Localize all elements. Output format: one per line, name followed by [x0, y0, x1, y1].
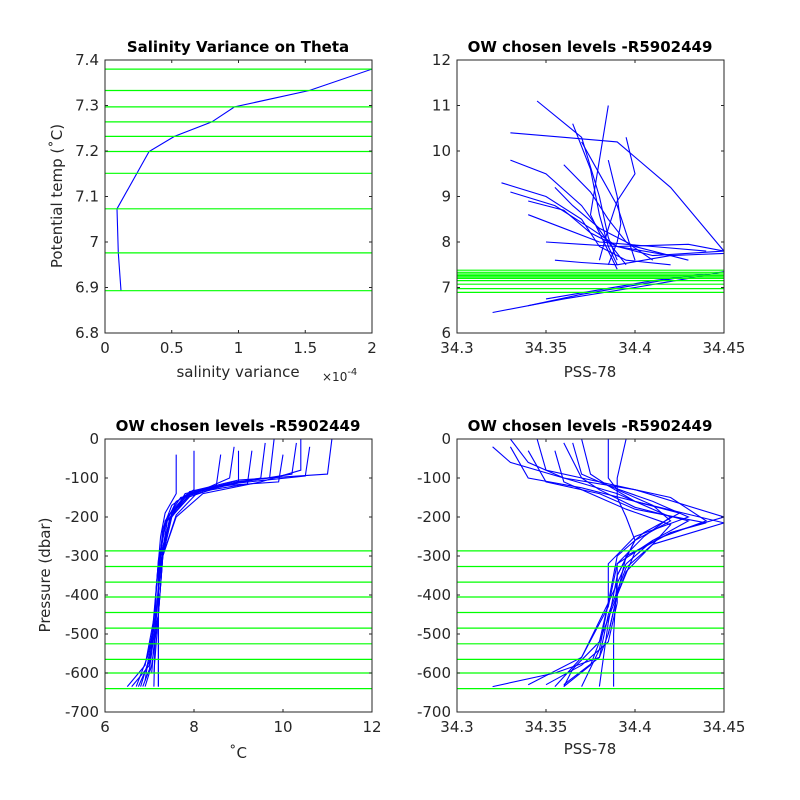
panel-pressure-temperature: OW chosen levels -R5902449 ˚C Pressure (…	[36, 417, 382, 762]
y-tick-label: 7.1	[75, 188, 99, 206]
profile-line	[554, 252, 724, 266]
x-tick-label: 34.45	[703, 339, 746, 357]
x-tick-label: 6	[100, 718, 110, 736]
profile-line	[613, 439, 636, 687]
profile-line	[554, 450, 672, 688]
x-tick-label: 34.4	[618, 718, 651, 736]
profile-line	[563, 442, 690, 687]
profile-line	[510, 191, 724, 257]
profile-line	[554, 187, 689, 261]
plot-area	[457, 100, 724, 314]
y-tick-label: 7.4	[75, 51, 99, 69]
x-axis-label: PSS-78	[564, 363, 617, 381]
profile-line	[501, 182, 671, 266]
y-tick-label: -300	[417, 547, 451, 565]
profile-line	[607, 159, 622, 265]
x-tick-label: 10	[273, 718, 292, 736]
y-tick-label: 0	[441, 430, 451, 448]
profile-line	[510, 132, 724, 252]
y-tick-label: -100	[65, 469, 99, 487]
x-tick-label: 34.3	[440, 339, 473, 357]
axes-box	[456, 438, 725, 713]
y-tick-label: -600	[417, 664, 451, 682]
plot-area	[457, 439, 724, 690]
x-axis-exponent: ×10-4	[322, 367, 357, 384]
x-tick-label: 12	[362, 718, 381, 736]
plot-area	[105, 439, 372, 690]
x-tick-label: 34.45	[703, 718, 746, 736]
y-tick-label: -300	[65, 547, 99, 565]
y-tick-label: 11	[432, 97, 451, 115]
profile-line	[528, 214, 707, 252]
y-tick-label: -200	[65, 508, 99, 526]
y-axis-label: Pressure (dbar)	[36, 518, 54, 633]
y-tick-label: 10	[432, 142, 451, 160]
profile-line	[151, 446, 235, 674]
profile-line	[492, 446, 672, 687]
x-axis-label: PSS-78	[564, 740, 617, 758]
chart-title: OW chosen levels -R5902449	[116, 417, 361, 435]
y-tick-label: 6.8	[75, 324, 99, 342]
profile-line	[581, 439, 681, 687]
y-tick-label: -200	[417, 508, 451, 526]
y-tick-label: -700	[417, 703, 451, 721]
y-tick-label: -500	[417, 625, 451, 643]
x-tick-label: 1.5	[293, 339, 317, 357]
y-axis-label: Potential temp (˚C)	[48, 124, 66, 268]
profile-line	[527, 442, 690, 686]
profile-line	[563, 164, 654, 261]
y-tick-label: 6	[441, 324, 451, 342]
x-tick-label: 1	[234, 339, 244, 357]
profile-line	[509, 446, 724, 686]
x-tick-label: 34.3	[440, 718, 473, 736]
profile-line	[581, 141, 636, 261]
y-tick-label: 8	[441, 233, 451, 251]
x-tick-label: 34.4	[618, 339, 651, 357]
y-tick-label: -700	[65, 703, 99, 721]
chart-title: Salinity Variance on Theta	[127, 38, 349, 56]
y-tick-label: 9	[441, 188, 451, 206]
y-tick-label: 6.9	[75, 279, 99, 297]
panel-theta-salinity: OW chosen levels -R5902449 PSS-78 34.3 34…	[432, 38, 746, 381]
x-tick-label: 0	[100, 339, 110, 357]
y-tick-label: -400	[417, 586, 451, 604]
y-tick-label: 12	[432, 51, 451, 69]
x-axis-label: salinity variance	[176, 363, 299, 381]
x-tick-label: 2	[367, 339, 377, 357]
axes-box	[104, 59, 373, 334]
x-tick-label: 0.5	[160, 339, 184, 357]
chart-title: OW chosen levels -R5902449	[468, 38, 713, 56]
x-tick-label: 34.35	[525, 718, 568, 736]
chart-title: OW chosen levels -R5902449	[468, 417, 713, 435]
profile-line	[528, 200, 671, 257]
x-tick-label: 8	[189, 718, 199, 736]
y-tick-label: -100	[417, 469, 451, 487]
profile-line	[157, 450, 195, 687]
profile-line	[153, 454, 177, 687]
profile-line	[116, 68, 372, 291]
y-tick-label: -600	[65, 664, 99, 682]
y-tick-label: 0	[89, 430, 99, 448]
y-tick-label: 7	[441, 279, 451, 297]
panel-salinity-variance: Salinity Variance on Theta salinity vari…	[48, 38, 377, 384]
plot-area	[105, 68, 372, 292]
panel-pressure-salinity: OW chosen levels -R5902449 PSS-78 34.3 34…	[417, 417, 746, 758]
y-tick-label: 7.2	[75, 142, 99, 160]
axes-box	[104, 438, 373, 713]
profile-line	[510, 159, 627, 266]
profile-line	[598, 137, 636, 261]
y-tick-label: 7	[89, 233, 99, 251]
y-tick-label: -500	[65, 625, 99, 643]
profile-line	[144, 442, 297, 687]
x-tick-label: 34.35	[525, 339, 568, 357]
x-axis-label: ˚C	[229, 744, 247, 762]
y-tick-label: -400	[65, 586, 99, 604]
y-tick-label: 7.3	[75, 97, 99, 115]
profile-line	[142, 450, 240, 687]
